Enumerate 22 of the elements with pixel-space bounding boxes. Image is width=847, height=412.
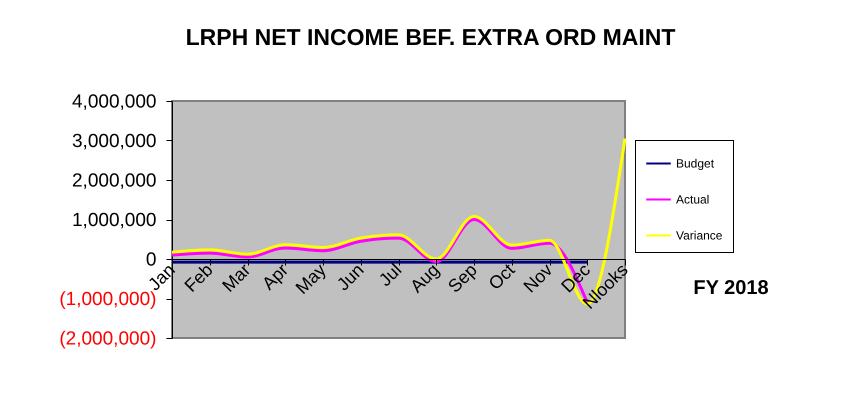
x-tick-label: Jul [374,260,406,290]
x-tick-label: May [292,260,330,298]
x-tick-label: Aug [406,260,444,297]
x-tick-label: Mar [218,260,254,296]
y-tick-label: 4,000,000 [72,92,156,112]
chart-title: LRPH NET INCOME BEF. EXTRA ORD MAINT [186,24,676,50]
legend-label: Budget [676,156,715,170]
x-tick-label: Nov [520,260,556,296]
y-tick-label: (1,000,000) [59,289,156,310]
text: FY 2018 [693,277,769,299]
y-tick-label: 2,000,000 [72,170,156,192]
y-tick-label: (2,000,000) [59,328,156,350]
legend-label: Variance [676,228,723,242]
legend-label: Actual [676,192,710,206]
y-tick-label: 1,000,000 [72,210,156,231]
x-tick-label: Feb [180,260,217,296]
x-tick-label: Jun [332,260,368,294]
x-tick-label: Oct [484,260,519,294]
x-tick-label: Apr [258,260,292,294]
y-tick-label: 0 [146,250,156,270]
x-tick-label: Sep [444,260,481,297]
y-tick-label: 3,000,000 [72,131,156,152]
